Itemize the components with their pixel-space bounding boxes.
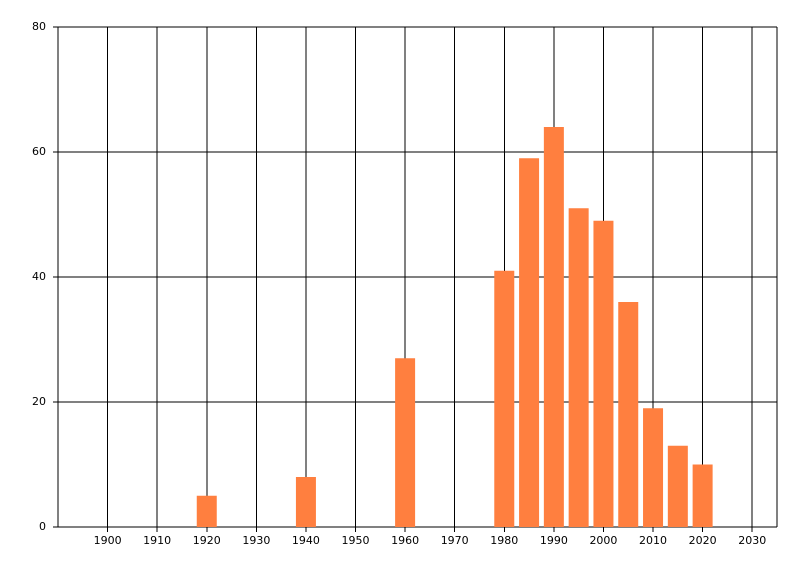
x-tick-label: 1940 bbox=[292, 534, 320, 547]
x-tick-label: 1980 bbox=[490, 534, 518, 547]
x-tick-label: 1930 bbox=[242, 534, 270, 547]
x-tick-label: 2010 bbox=[639, 534, 667, 547]
y-tick-label: 60 bbox=[32, 145, 46, 158]
bar bbox=[519, 158, 540, 527]
bar bbox=[395, 358, 416, 527]
bar bbox=[692, 464, 713, 527]
x-tick-label: 1920 bbox=[193, 534, 221, 547]
bar bbox=[196, 495, 217, 527]
x-tick-label: 1900 bbox=[94, 534, 122, 547]
y-tick-label: 80 bbox=[32, 20, 46, 33]
bar bbox=[593, 220, 614, 527]
bar bbox=[568, 208, 589, 527]
y-tick-label: 0 bbox=[39, 520, 46, 533]
y-tick-label: 20 bbox=[32, 395, 46, 408]
bar bbox=[295, 477, 316, 527]
x-tick-label: 1950 bbox=[342, 534, 370, 547]
x-tick-label: 2000 bbox=[589, 534, 617, 547]
x-tick-label: 1970 bbox=[441, 534, 469, 547]
x-tick-label: 1910 bbox=[143, 534, 171, 547]
bar bbox=[643, 408, 664, 527]
x-tick-label: 2030 bbox=[738, 534, 766, 547]
y-tick-label: 40 bbox=[32, 270, 46, 283]
bar bbox=[667, 445, 688, 527]
x-tick-label: 1990 bbox=[540, 534, 568, 547]
bar bbox=[543, 127, 564, 527]
bar bbox=[494, 270, 515, 527]
bar bbox=[618, 302, 639, 527]
x-tick-label: 1960 bbox=[391, 534, 419, 547]
x-tick-label: 2020 bbox=[689, 534, 717, 547]
